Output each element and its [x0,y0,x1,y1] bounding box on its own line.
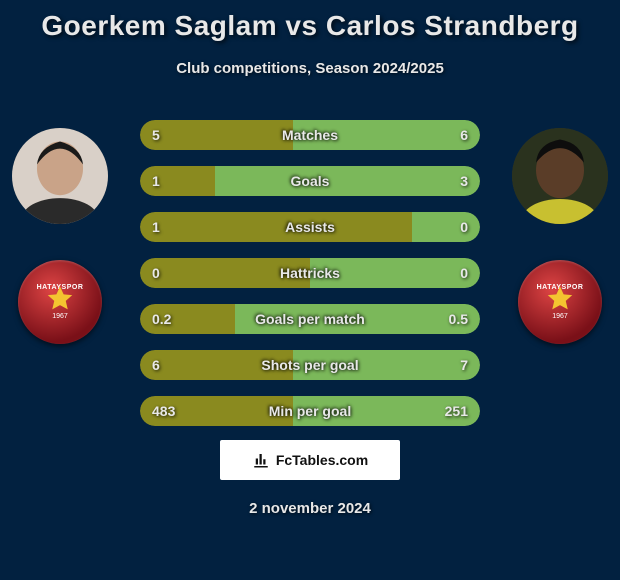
stat-value-right: 3 [460,166,468,196]
player-left-avatar [12,128,108,224]
stat-value-left: 1 [152,212,160,242]
stat-label: Goals [140,166,480,196]
snapshot-date: 2 november 2024 [0,500,620,517]
stat-label: Min per goal [140,396,480,426]
stat-value-right: 0.5 [449,304,468,334]
avatar-placeholder-icon [12,128,108,224]
stat-label: Goals per match [140,304,480,334]
stat-value-right: 251 [445,396,468,426]
stat-row: Hattricks0 0 [140,258,480,288]
stat-label: Shots per goal [140,350,480,380]
chart-icon [252,451,270,469]
player-right-name: Carlos Strandberg [326,10,579,41]
team-year-right: 1967 [552,313,568,320]
avatar-placeholder-icon [512,128,608,224]
stat-value-right: 6 [460,120,468,150]
stat-row: Goals per match0.2 0.5 [140,304,480,334]
star-icon [45,284,75,314]
stat-row: Goals1 3 [140,166,480,196]
stat-value-left: 0.2 [152,304,171,334]
stat-row: Min per goal483 251 [140,396,480,426]
comparison-card: { "title_left": "Goerkem Saglam", "title… [0,0,620,580]
stat-label: Hattricks [140,258,480,288]
player-left-team-badge: HATAYSPOR 1967 [18,260,102,344]
vs-separator: vs [285,10,317,41]
stat-label: Matches [140,120,480,150]
stat-value-right: 7 [460,350,468,380]
stat-value-left: 5 [152,120,160,150]
stat-value-left: 483 [152,396,175,426]
stat-row: Assists1 0 [140,212,480,242]
stats-bars: Matches56Goals13Assists10Hattricks00Goal… [140,120,480,442]
stat-row: Matches5 6 [140,120,480,150]
player-right-team-badge: HATAYSPOR 1967 [518,260,602,344]
subtitle: Club competitions, Season 2024/2025 [0,60,620,77]
stat-label: Assists [140,212,480,242]
player-right-avatar [512,128,608,224]
source-logo-text: FcTables.com [276,452,368,468]
stat-row: Shots per goal6 7 [140,350,480,380]
source-logo: FcTables.com [220,440,400,480]
team-year-left: 1967 [52,313,68,320]
star-icon [545,284,575,314]
stat-value-right: 0 [460,212,468,242]
stat-value-left: 0 [152,258,160,288]
stat-value-left: 6 [152,350,160,380]
stat-value-left: 1 [152,166,160,196]
page-title: Goerkem Saglam vs Carlos Strandberg [0,0,620,42]
player-left-name: Goerkem Saglam [41,10,277,41]
stat-value-right: 0 [460,258,468,288]
